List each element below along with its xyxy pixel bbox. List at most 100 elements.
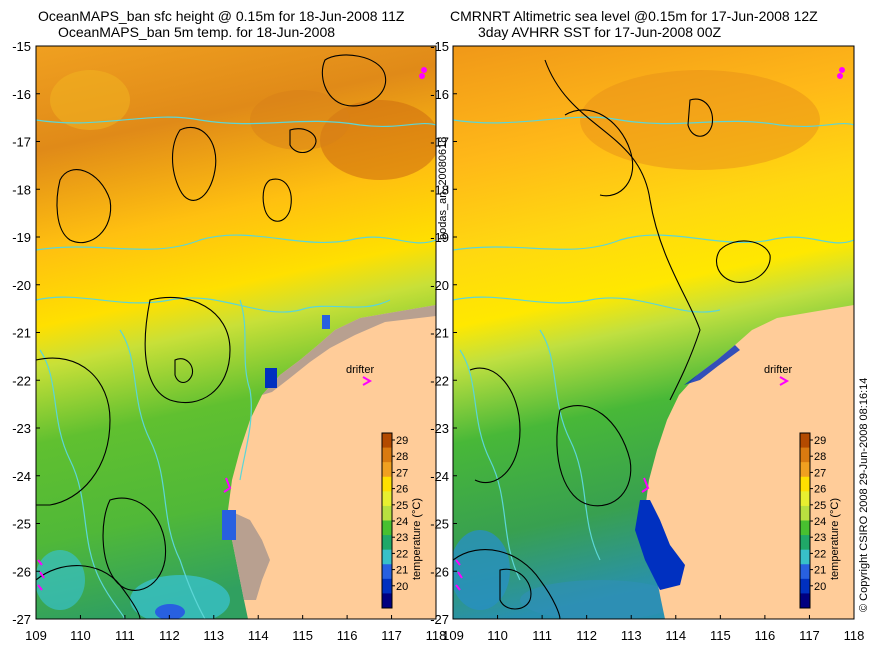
right-title-line1: CMRNRT Altimetric sea level @0.15m for 1… xyxy=(450,8,818,24)
left-colorbar-swatch xyxy=(382,593,392,609)
left-y-tick-label: -18 xyxy=(12,182,31,197)
left-colorbar-swatch xyxy=(382,505,392,521)
right-drifter-icon xyxy=(779,376,790,386)
right-x-tick-label: 115 xyxy=(710,628,731,643)
left-colorbar-tick: 25 xyxy=(396,500,408,512)
left-colorbar-swatch xyxy=(382,578,392,594)
right-x-tick-label: 109 xyxy=(442,628,464,643)
left-y-tick-label: -16 xyxy=(12,87,31,102)
right-y-tick-label: -17 xyxy=(430,135,449,150)
right-y-tick-label: -15 xyxy=(430,39,449,54)
left-map xyxy=(36,46,436,619)
right-colorbar-swatch xyxy=(800,549,810,565)
left-x-tick-label: 117 xyxy=(381,628,402,643)
right-colorbar-tick: 25 xyxy=(814,500,826,512)
left-colorbar-swatch xyxy=(382,564,392,580)
copyright-text: © Copyright CSIRO 2008 29-Jun-2008 08:16… xyxy=(858,377,870,612)
right-y-tick-label: -23 xyxy=(430,421,449,436)
left-colorbar-swatch xyxy=(382,520,392,536)
right-x-tick-label: 118 xyxy=(844,628,865,643)
right-y-tick-label: -22 xyxy=(430,373,449,388)
left-colorbar-swatch xyxy=(382,462,392,478)
left-y-tick-label: -26 xyxy=(12,564,31,579)
left-y-tick-label: -15 xyxy=(12,39,31,54)
right-colorbar: 29 28 27 26 25 24 23 22 21 20 xyxy=(799,432,826,609)
left-y-tick-label: -17 xyxy=(12,135,31,150)
right-x-tick-label: 112 xyxy=(576,628,597,643)
left-y-tick-label: -21 xyxy=(12,326,31,341)
right-colorbar-tick: 27 xyxy=(814,467,826,479)
right-y-tick-label: -19 xyxy=(430,230,449,245)
left-colorbar-tick: 24 xyxy=(396,516,408,528)
right-drifter-label: drifter xyxy=(764,364,793,376)
left-colorbar-tick: 23 xyxy=(396,532,408,544)
left-x-tick-label: 118 xyxy=(426,628,447,643)
left-colorbar-swatch xyxy=(382,491,392,507)
left-colorbar-tick: 21 xyxy=(396,565,408,577)
right-colorbar-swatch xyxy=(800,491,810,507)
left-colorbar-swatch xyxy=(382,447,392,463)
left-colorbar-tick: 28 xyxy=(396,451,408,463)
left-x-tick-label: 110 xyxy=(70,628,91,643)
right-colorbar-tick: 22 xyxy=(814,548,826,560)
left-colorbar-tick: 20 xyxy=(396,581,408,593)
right-colorbar-swatch xyxy=(800,535,810,551)
right-colorbar-swatch xyxy=(800,520,810,536)
left-drifter-icon xyxy=(362,376,373,386)
left-y-tick-label: -24 xyxy=(12,469,31,484)
right-y-tick-label: -25 xyxy=(430,517,449,532)
side-run-label: bodas_an_20080618 xyxy=(437,136,449,240)
colorbar-label-right: temperature (°C) xyxy=(829,497,841,580)
right-y-tick-label: -21 xyxy=(430,326,449,341)
right-x-tick-label: 117 xyxy=(799,628,820,643)
left-drifter-label: drifter xyxy=(346,364,375,376)
right-colorbar-swatch xyxy=(800,447,810,463)
right-y-tick-label: -26 xyxy=(430,564,449,579)
right-y-tick-label: -27 xyxy=(430,612,449,627)
right-x-tick-label: 113 xyxy=(621,628,642,643)
left-x-tick-label: 116 xyxy=(337,628,358,643)
left-x-tick-label: 111 xyxy=(115,628,135,643)
left-colorbar-tick: 27 xyxy=(396,467,408,479)
right-map xyxy=(453,46,854,619)
left-x-tick-label: 112 xyxy=(159,628,180,643)
right-colorbar-tick: 29 xyxy=(814,435,826,447)
right-colorbar-tick: 28 xyxy=(814,451,826,463)
right-title-line2: 3day AVHRR SST for 17-Jun-2008 00Z xyxy=(478,24,722,40)
right-colorbar-swatch xyxy=(800,476,810,492)
right-colorbar-tick: 24 xyxy=(814,516,826,528)
right-colorbar-tick: 26 xyxy=(814,484,826,496)
left-x-axis: 109 110 111 112 113 114 115 116 117 118 xyxy=(25,615,446,643)
left-colorbar-tick: 29 xyxy=(396,435,408,447)
left-colorbar-swatch xyxy=(382,549,392,565)
right-colorbar-tick: 21 xyxy=(814,565,826,577)
right-x-axis: 109 110 111 112 113 114 115 116 117 118 xyxy=(442,615,864,643)
left-title-line1: OceanMAPS_ban sfc height @ 0.15m for 18-… xyxy=(38,8,405,24)
left-x-tick-label: 114 xyxy=(248,628,269,643)
left-y-tick-label: -22 xyxy=(12,373,31,388)
left-y-axis: -15 -16 -17 -18 -19 -20 -21 -22 -23 -24 -25 -26 -27 xyxy=(12,39,40,627)
right-colorbar-tick: 23 xyxy=(814,532,826,544)
right-colorbar-swatch xyxy=(800,593,810,609)
left-colorbar-swatch xyxy=(382,476,392,492)
right-x-tick-label: 110 xyxy=(487,628,508,643)
left-y-tick-label: -19 xyxy=(12,230,31,245)
right-y-axis: -15 -16 -17 -18 -19 -20 -21 -22 -23 -24 -25 -26 -27 xyxy=(430,39,457,627)
left-y-tick-label: -25 xyxy=(12,517,31,532)
left-colorbar-swatch xyxy=(382,535,392,551)
right-y-tick-label: -20 xyxy=(430,278,449,293)
left-title-line2: OceanMAPS_ban 5m temp. for 18-Jun-2008 xyxy=(58,24,336,40)
left-x-tick-label: 115 xyxy=(292,628,313,643)
left-y-tick-label: -20 xyxy=(12,278,31,293)
left-colorbar: 29 28 27 26 25 24 23 22 21 20 xyxy=(381,432,408,609)
right-colorbar-tick: 20 xyxy=(814,581,826,593)
left-y-tick-label: -27 xyxy=(12,612,31,627)
colorbar-label-left: temperature (°C) xyxy=(411,497,423,580)
right-x-tick-label: 111 xyxy=(532,628,552,643)
right-x-tick-label: 116 xyxy=(755,628,776,643)
left-colorbar-tick: 22 xyxy=(396,548,408,560)
right-colorbar-swatch xyxy=(800,505,810,521)
drifter-markers xyxy=(37,67,845,591)
right-y-tick-label: -18 xyxy=(430,182,449,197)
